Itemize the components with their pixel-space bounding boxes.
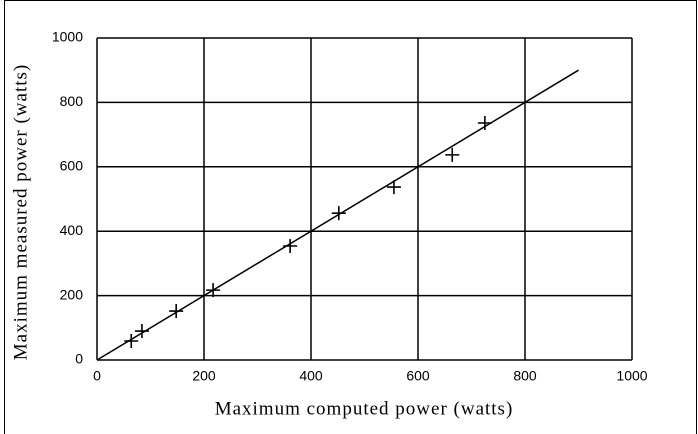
marker	[477, 116, 492, 131]
x-tick-label: 200	[192, 368, 216, 384]
marker	[124, 334, 139, 349]
y-tick-label: 400	[60, 222, 84, 238]
y-tick-label: 600	[60, 158, 84, 174]
marker	[134, 324, 149, 339]
x-axis-label: Maximum computed power (watts)	[215, 398, 514, 419]
x-tick-label: 400	[299, 368, 323, 384]
y-axis-label: Maximum measured power (watts)	[10, 64, 31, 360]
marker	[169, 304, 184, 319]
y-tick-label: 1000	[52, 29, 83, 45]
y-tick-label: 200	[60, 286, 84, 302]
y-tick-label: 0	[75, 351, 83, 367]
marker	[283, 239, 298, 254]
marker	[331, 206, 346, 221]
x-tick-label: 0	[93, 368, 101, 384]
fit-line	[96, 69, 579, 361]
marker	[206, 283, 221, 298]
x-tick-label: 800	[513, 368, 537, 384]
marker	[445, 147, 460, 162]
x-tick-label: 1000	[616, 368, 647, 384]
x-tick-label: 600	[406, 368, 430, 384]
frame	[4, 0, 697, 434]
marker	[386, 180, 401, 195]
y-tick-label: 800	[60, 93, 84, 109]
